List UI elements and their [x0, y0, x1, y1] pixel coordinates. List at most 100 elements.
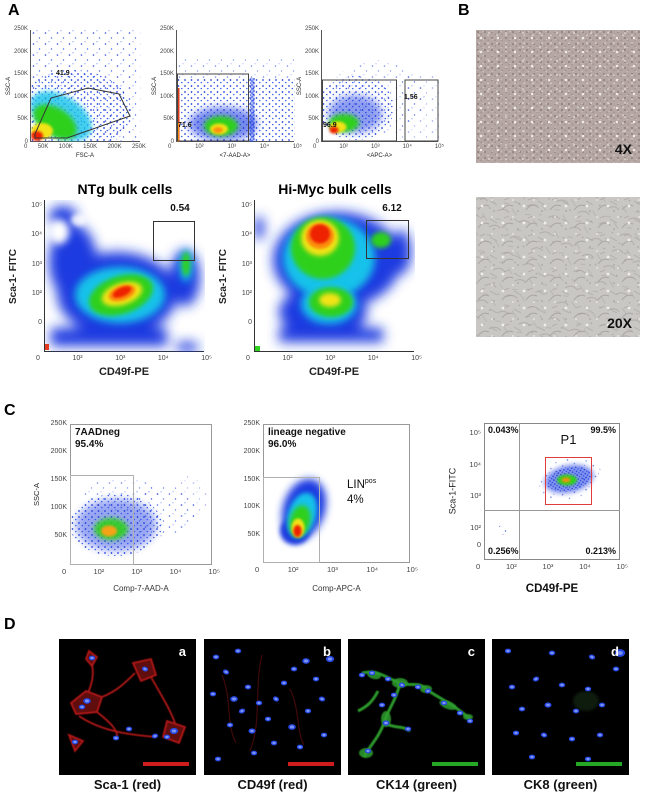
- tick-label: 100K: [243, 503, 260, 511]
- c2-annotation-line2: 96.0%: [268, 439, 297, 450]
- ntg-y-tick-labels: 10⁵ 10⁴ 10³ 10² 0: [18, 202, 42, 326]
- lin-label: LIN: [347, 478, 365, 491]
- brightfield-4x-texture: [476, 30, 640, 163]
- ntg-gate: [153, 221, 195, 261]
- tick-label: 0: [168, 144, 172, 150]
- magnification-label: 4X: [614, 141, 632, 157]
- c2-lin-pos-annotation: LINpos 4%: [347, 477, 376, 508]
- scale-bar: [432, 762, 478, 766]
- tick-label: 10³: [325, 355, 336, 362]
- tick-label: 10²: [31, 289, 42, 297]
- tick-label: 200K: [50, 448, 67, 455]
- tick-label: 10⁵: [469, 428, 481, 437]
- a1-x-axis-label: FSC-A: [76, 153, 94, 159]
- tick-label: 0: [170, 138, 174, 145]
- image-caption: CD49f (red): [237, 777, 308, 792]
- tick-label: 10⁴: [157, 355, 169, 362]
- tick-label: 10⁵: [292, 144, 302, 150]
- a2-x-axis-label: <7-AAD-A>: [219, 153, 251, 159]
- image-letter: d: [611, 644, 619, 659]
- c3-p1-gate: [545, 457, 592, 505]
- tick-label: 0: [315, 138, 319, 145]
- a3-gate1-value: 96.9: [323, 122, 337, 129]
- image-caption: Sca-1 (red): [93, 777, 162, 792]
- tick-label: 10⁵: [208, 567, 220, 576]
- c2-annotation: lineage negative 96.0%: [268, 427, 346, 451]
- tick-label: 250K: [304, 26, 319, 32]
- c3-quadrant-vline: [519, 423, 520, 560]
- tick-label: 50K: [54, 532, 67, 539]
- c1-gate: [70, 475, 134, 565]
- scale-bar: [143, 762, 189, 766]
- a3-scatter-canvas: [322, 60, 439, 142]
- tick-label: 0: [36, 355, 40, 362]
- tick-label: 10⁴: [366, 565, 378, 574]
- tick-label: 200K: [107, 144, 122, 150]
- lin-superscript: pos: [364, 478, 377, 485]
- c3-plot-area: [484, 423, 620, 560]
- c2-y-tick-labels: 250K 200K 150K 100K 50K: [233, 420, 260, 538]
- tick-label: 250K: [159, 26, 174, 32]
- panel-c-label: C: [4, 402, 16, 419]
- fluorescence-image-b: b: [204, 639, 341, 775]
- c3-y-tick-labels: 10⁵ 10⁴ 10³ 10² 0: [455, 423, 481, 560]
- tick-label: 10³: [327, 565, 338, 574]
- tick-label: 250K: [13, 26, 28, 32]
- tick-label: 50K: [247, 531, 260, 538]
- tick-label: 50K: [17, 116, 28, 123]
- tick-label: 10⁴: [579, 562, 591, 571]
- c2-x-axis-label: Comp-APC-A: [312, 584, 361, 593]
- tick-label: 0: [246, 355, 250, 362]
- a1-scatter-canvas: [31, 30, 141, 142]
- a2-gate-value: 71.6: [178, 122, 192, 129]
- image-letter: b: [323, 644, 331, 659]
- image-caption: CK8 (green): [523, 777, 598, 792]
- c2-annotation-line1: lineage negative: [268, 427, 346, 438]
- tick-label: 10³: [115, 355, 126, 362]
- tick-label: 0: [313, 144, 317, 150]
- image-letter: c: [467, 644, 475, 659]
- ntg-gate-value: 0.54: [170, 203, 190, 214]
- fluorescence-image-d: d: [492, 639, 629, 775]
- c2-density-canvas: [280, 478, 327, 545]
- a2-scatter-canvas: [177, 58, 295, 142]
- tick-label: 150K: [83, 144, 98, 150]
- tick-label: 10⁵: [406, 565, 418, 574]
- fluorescence-image-c: c: [348, 639, 485, 775]
- tick-label: 100K: [304, 93, 319, 100]
- himyc-plot-area: [254, 200, 414, 352]
- scale-bar: [576, 762, 622, 766]
- tick-label: 10³: [31, 260, 42, 268]
- tick-label: 10²: [287, 565, 299, 574]
- tick-label: 10⁴: [402, 144, 412, 150]
- tick-label: 100K: [13, 93, 28, 100]
- fluorescence-c-canvas: [357, 670, 474, 758]
- c3-x-axis-label: CD49f-PE: [525, 583, 579, 595]
- tick-label: 100K: [50, 504, 67, 511]
- tick-label: 10⁵: [434, 144, 444, 150]
- tick-label: 250K: [131, 144, 146, 150]
- ntg-density-canvas: [45, 206, 200, 352]
- a2-plot-area: [176, 30, 295, 142]
- tick-label: 250K: [243, 420, 260, 427]
- tick-label: 10²: [93, 567, 105, 576]
- ntg-plot-area: [44, 200, 204, 352]
- tick-label: 150K: [243, 475, 260, 483]
- himyc-density-canvas: [255, 212, 411, 351]
- a3-gate2-value: 1.56: [404, 94, 418, 101]
- himyc-y-tick-labels: 10⁵ 10⁴ 10³ 10² 0: [228, 202, 252, 326]
- tick-label: 100K: [58, 144, 73, 150]
- tick-label: 10⁴: [31, 231, 42, 239]
- himyc-gate: [366, 220, 409, 259]
- himyc-gate-value: 6.12: [382, 203, 402, 214]
- tick-label: 0: [38, 319, 42, 326]
- tick-label: 10⁴: [259, 144, 270, 150]
- tick-label: 200K: [243, 447, 260, 455]
- a2-y-tick-labels: 250K 200K 150K 100K 50K 0: [156, 26, 174, 145]
- tick-label: 10²: [505, 562, 517, 571]
- tick-label: 100K: [159, 93, 174, 100]
- a3-y-tick-labels: 250K 200K 150K 100K 50K 0: [301, 26, 319, 145]
- fluorescence-image-a: a: [59, 639, 196, 775]
- a1-y-tick-labels: 250K 200K 150K 100K 50K 0: [10, 26, 28, 145]
- himyc-x-axis-label: CD49f-PE: [308, 366, 360, 378]
